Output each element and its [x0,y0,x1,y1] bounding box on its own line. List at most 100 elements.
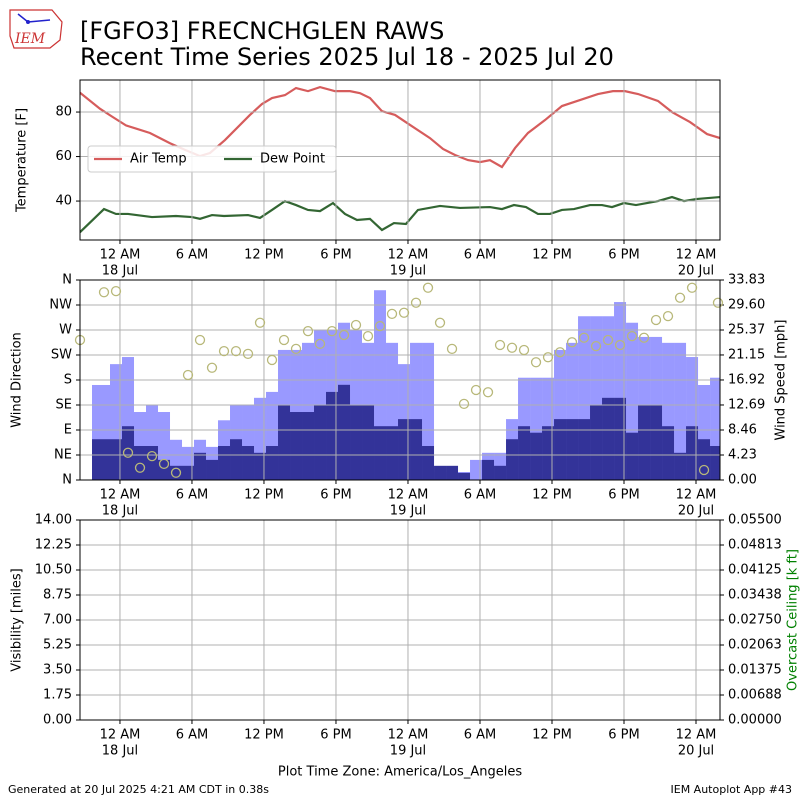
direction-point [158,458,170,470]
direction-point [326,325,338,337]
y-tick-label: NW [49,298,72,313]
direction-point [386,308,398,320]
y-tick-label: NE [54,448,72,463]
speed-bar [254,452,267,480]
x-tick-label: 6 AM [464,728,497,743]
speed-bar [626,432,639,480]
panel-frame [79,279,721,481]
speed-bar [122,426,135,480]
panel-frame [79,79,721,241]
direction-point [446,343,458,355]
direction-point [230,345,242,357]
direction-point [554,347,566,358]
x-tick-date: 20 Jul [678,744,714,759]
direction-point [98,287,110,298]
y-axis-label: Visibility [miles] [10,568,25,671]
direction-point [494,339,506,351]
y2-tick-label: 12.69 [728,397,765,412]
speed-bar [674,452,687,480]
speed-bar [338,384,351,480]
y2-axis-label: Overcast Ceiling [k ft] [786,549,800,691]
speed-bar [434,465,447,480]
panel-frame [79,519,721,721]
y2-tick-label: 0.00 [728,473,757,488]
x-tick-label: 12 PM [244,728,284,743]
direction-point [566,337,578,348]
y-tick-label: 10.50 [35,563,72,578]
y-tick-label: N [62,273,72,288]
legend-label: Air Temp [130,152,187,167]
y2-tick-label: 0.03438 [728,588,782,603]
panel: 12 AM 6 AM 12 PM 6 PM 12 AM 6 AM 12 PM 6 PM 12 A… [15,79,721,279]
x-tick-label: 12 AM [388,248,429,263]
direction-point [242,348,254,360]
speed-bar [278,404,291,480]
direction-point [614,339,626,351]
direction-point [278,334,290,346]
speed-bar [662,426,675,480]
x-tick-label: 12 AM [100,248,141,263]
x-tick-date: 18 Jul [102,504,138,519]
y2-tick-label: 25.37 [728,323,765,338]
direction-point [338,329,350,341]
x-tick-date: 18 Jul [102,264,138,279]
panel: 12 AM 6 AM 12 PM 6 PM 12 AM 6 AM 12 PM 6 PM 12 A… [10,513,800,759]
speed-bar [686,426,699,480]
gust-bar [422,342,435,480]
direction-point [218,345,230,357]
direction-point [542,352,554,363]
direction-point [302,325,314,337]
direction-point [698,464,710,476]
y-tick-label: 40 [55,194,72,209]
y-tick-label: E [64,423,72,438]
y-tick-label: S [64,373,72,388]
x-tick-label: 6 PM [608,248,639,263]
speed-bar [326,391,339,480]
direction-point [434,317,446,328]
direction-point [674,292,686,303]
speed-bar [194,452,207,480]
direction-point [182,369,194,381]
y-tick-label: 12.25 [35,538,72,553]
y2-tick-label: 0.00688 [728,688,782,703]
y2-tick-label: 0.04125 [728,563,782,578]
direction-point [686,282,698,293]
gust-bar [710,377,720,480]
chart-title: [FGFO3] FRECNCHGLEN RAWS [80,17,444,45]
y-tick-label: 80 [55,105,72,120]
direction-point [530,357,542,368]
y-tick-label: W [59,323,72,338]
x-tick-date: 18 Jul [102,744,138,759]
direction-point [266,354,278,366]
x-tick-label: 12 AM [676,488,717,503]
speed-bar [314,404,327,480]
speed-bar [386,426,399,480]
y-tick-label: SW [51,348,72,363]
direction-point [374,320,386,332]
speed-bar [158,459,171,480]
direction-point [194,334,206,346]
direction-point [398,307,410,318]
direction-point [170,467,182,478]
x-tick-label: 12 AM [100,488,141,503]
speed-bar [182,465,195,480]
legend: Air Temp Dew Point [87,145,337,173]
speed-bar [230,439,243,480]
speed-bar [350,404,363,480]
speed-bar [566,419,579,480]
speed-bar [362,404,375,480]
speed-bar [518,426,531,480]
x-tick-label: 6 PM [608,488,639,503]
x-tick-label: 12 PM [532,728,572,743]
speed-bar [458,472,471,480]
x-tick-date: 19 Jul [390,744,426,759]
speed-bar [506,439,519,480]
speed-bar [578,419,591,480]
speed-bar [602,397,615,480]
speed-bar [266,446,279,480]
x-tick-label: 12 AM [676,248,717,263]
plot-area [92,290,720,480]
x-tick-label: 12 AM [388,728,429,743]
speed-bar [218,446,231,480]
y2-tick-label: 16.92 [728,372,765,387]
